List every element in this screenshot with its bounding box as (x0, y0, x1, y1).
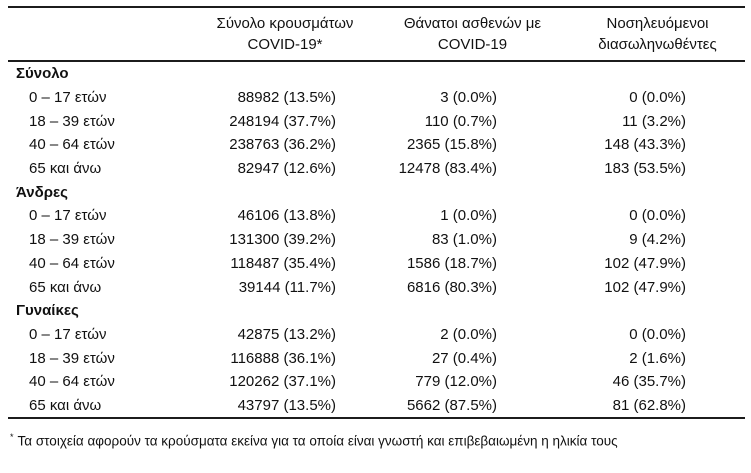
deaths-value: 779 (12.0%) (415, 373, 497, 391)
deaths-value: 1586 (18.7%) (406, 254, 497, 272)
cases-value: 82947 (12.6%) (237, 160, 336, 178)
cases-value: 42875 (13.2%) (237, 325, 336, 343)
intubated-value: 0 (0.0%) (629, 207, 686, 225)
header-intubated-line2: διασωληνωθέντες (598, 36, 717, 53)
cases-value: 238763 (36.2%) (229, 136, 336, 154)
intubated-value: 102 (47.9%) (604, 278, 686, 296)
intubated-value: 9 (4.2%) (629, 231, 686, 249)
deaths-value: 3 (0.0%) (440, 89, 497, 107)
age-label: 18 – 39 ετών (29, 231, 115, 249)
deaths-value: 27 (0.4%) (431, 349, 497, 367)
age-label: 40 – 64 ετών (29, 373, 115, 391)
age-label: 0 – 17 ετών (29, 89, 107, 107)
age-label: 40 – 64 ετών (29, 136, 115, 154)
cases-value: 118487 (35.4%) (230, 254, 336, 272)
deaths-value: 83 (1.0%) (431, 231, 497, 249)
table-row: 18 – 39 ετών 248194 (37.7%) 110 (0.7%) 1… (8, 109, 745, 133)
header-intubated: Νοσηλευόμενοι διασωληνωθέντες (570, 7, 745, 61)
intubated-value: 102 (47.9%) (604, 254, 686, 272)
intubated-value: 2 (1.6%) (629, 349, 686, 367)
table-row: 18 – 39 ετών 131300 (39.2%) 83 (1.0%) 9 … (8, 228, 745, 252)
deaths-value: 5662 (87.5%) (406, 396, 497, 414)
deaths-value: 2365 (15.8%) (406, 136, 497, 154)
cases-value: 116888 (36.1%) (230, 349, 336, 367)
cases-value: 43797 (13.5%) (237, 396, 336, 414)
section-label-total: Σύνολο (16, 65, 69, 83)
table-row: 40 – 64 ετών 238763 (36.2%) 2365 (15.8%)… (8, 133, 745, 157)
cases-value: 120262 (37.1%) (229, 373, 336, 391)
table-row: 0 – 17 ετών 46106 (13.8%) 1 (0.0%) 0 (0.… (8, 204, 745, 228)
header-deaths-line1: Θάνατοι ασθενών με (403, 15, 542, 32)
deaths-value: 2 (0.0%) (440, 325, 497, 343)
deaths-value: 110 (0.7%) (424, 112, 497, 130)
age-label: 40 – 64 ετών (29, 254, 115, 272)
cases-value: 46106 (13.8%) (237, 207, 336, 225)
header-total-cases: Σύνολο κρουσμάτων COVID-19* (195, 7, 375, 61)
footnote-text: Τα στοιχεία αφορούν τα κρούσματα εκείνα … (17, 433, 618, 449)
table-row: 65 και άνω 82947 (12.6%) 12478 (83.4%) 1… (8, 157, 745, 181)
intubated-value: 81 (62.8%) (612, 396, 686, 414)
section-row-women: Γυναίκες (8, 299, 745, 323)
intubated-value: 183 (53.5%) (604, 160, 686, 178)
age-label: 65 και άνω (29, 160, 102, 178)
table-row: 40 – 64 ετών 120262 (37.1%) 779 (12.0%) … (8, 370, 745, 394)
section-label-men: Άνδρες (16, 183, 68, 201)
age-label: 65 και άνω (29, 278, 102, 296)
footnote: * Τα στοιχεία αφορούν τα κρούσματα εκείνα… (10, 428, 745, 451)
section-row-total: Σύνολο (8, 61, 745, 86)
header-total-cases-line1: Σύνολο κρουσμάτων (216, 15, 354, 32)
intubated-value: 0 (0.0%) (629, 89, 686, 107)
deaths-value: 6816 (80.3%) (406, 278, 497, 296)
table-row: 65 και άνω 39144 (11.7%) 6816 (80.3%) 10… (8, 275, 745, 299)
section-label-women: Γυναίκες (16, 302, 79, 320)
intubated-value: 11 (3.2%) (622, 112, 686, 130)
cases-value: 39144 (11.7%) (238, 278, 336, 296)
table-row: 0 – 17 ετών 42875 (13.2%) 2 (0.0%) 0 (0.… (8, 323, 745, 347)
deaths-value: 1 (0.0%) (440, 207, 497, 225)
section-row-men: Άνδρες (8, 180, 745, 204)
footnote-asterisk: * (10, 432, 14, 442)
table-header: Σύνολο κρουσμάτων COVID-19* Θάνατοι ασθε… (8, 7, 745, 61)
cases-value: 88982 (13.5%) (237, 89, 336, 107)
covid-age-stats-table-wrap: Σύνολο κρουσμάτων COVID-19* Θάνατοι ασθε… (8, 6, 745, 419)
cases-value: 131300 (39.2%) (229, 231, 336, 249)
table-row: 65 και άνω 43797 (13.5%) 5662 (87.5%) 81… (8, 394, 745, 419)
age-label: 0 – 17 ετών (29, 325, 107, 343)
table-row: 0 – 17 ετών 88982 (13.5%) 3 (0.0%) 0 (0.… (8, 86, 745, 110)
intubated-value: 46 (35.7%) (612, 373, 686, 391)
table-row: 40 – 64 ετών 118487 (35.4%) 1586 (18.7%)… (8, 252, 745, 276)
age-label: 65 και άνω (29, 396, 102, 414)
age-label: 18 – 39 ετών (29, 112, 115, 130)
header-total-cases-line2: COVID-19* (247, 36, 323, 53)
header-deaths-line2: COVID-19 (437, 36, 508, 53)
age-label: 18 – 39 ετών (29, 349, 115, 367)
table-row: 18 – 39 ετών 116888 (36.1%) 27 (0.4%) 2 … (8, 346, 745, 370)
age-label: 0 – 17 ετών (29, 207, 107, 225)
intubated-value: 148 (43.3%) (604, 136, 686, 154)
header-intubated-line1: Νοσηλευόμενοι (606, 15, 709, 32)
cases-value: 248194 (37.7%) (229, 112, 336, 130)
table-body: Σύνολο 0 – 17 ετών 88982 (13.5%) 3 (0.0%… (8, 61, 745, 419)
header-deaths: Θάνατοι ασθενών με COVID-19 (375, 7, 570, 61)
header-row: Σύνολο κρουσμάτων COVID-19* Θάνατοι ασθε… (8, 7, 745, 61)
intubated-value: 0 (0.0%) (629, 325, 686, 343)
covid-age-stats-table: Σύνολο κρουσμάτων COVID-19* Θάνατοι ασθε… (8, 6, 745, 419)
deaths-value: 12478 (83.4%) (398, 160, 497, 178)
header-empty-cell (8, 7, 195, 61)
